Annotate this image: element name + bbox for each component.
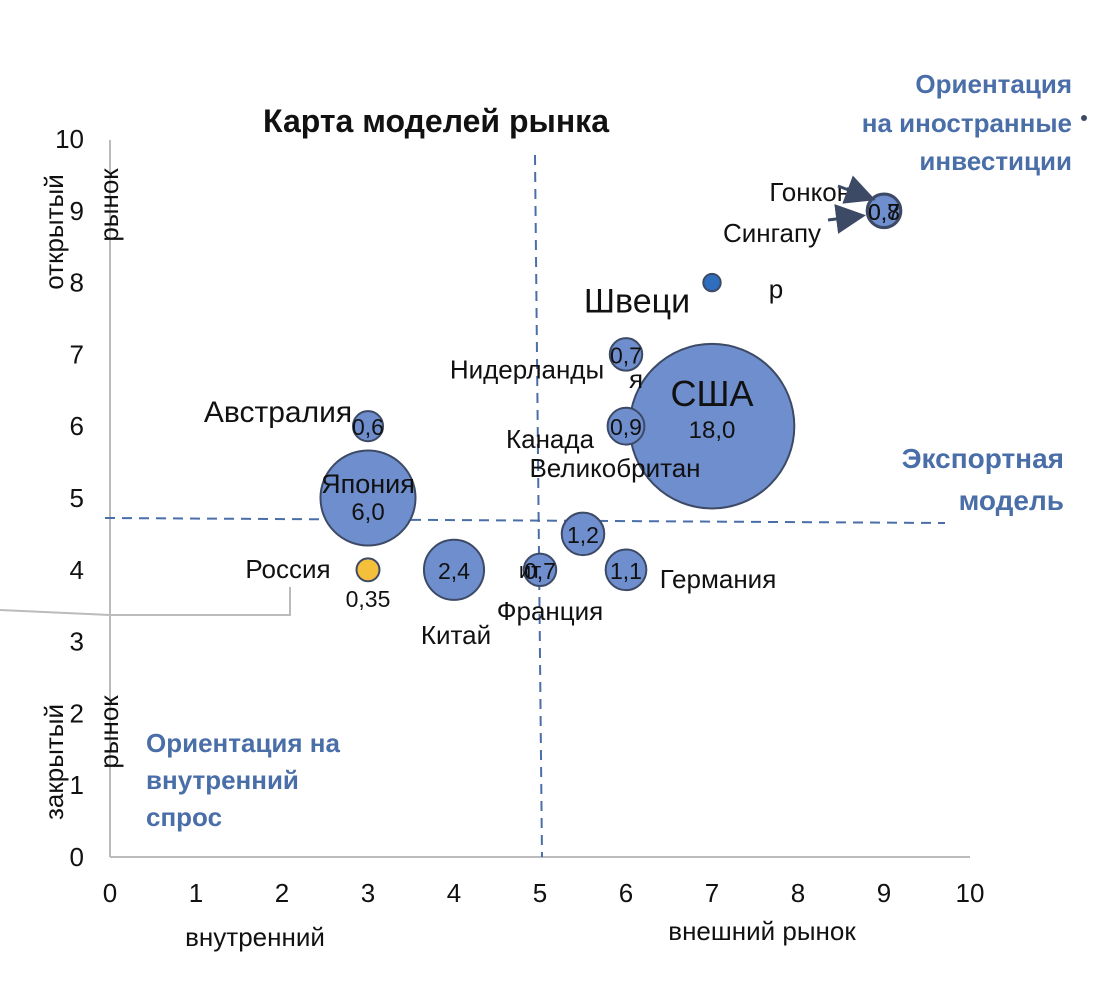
note-investment-2: на иностранные bbox=[862, 108, 1072, 138]
x-tick-label: 1 bbox=[189, 878, 203, 908]
y-tick-label: 5 bbox=[70, 483, 84, 513]
y-tick-label: 9 bbox=[70, 196, 84, 226]
stray-text: я bbox=[629, 364, 643, 394]
bubble-Австралия bbox=[351, 410, 385, 443]
value-label: 18,0 bbox=[689, 417, 736, 444]
y-label-bottom-1: закрытый bbox=[39, 704, 69, 820]
value-label: 0,7 bbox=[610, 342, 642, 368]
vertical-divider bbox=[534, 154, 543, 858]
country-label: Нидерланды bbox=[450, 354, 604, 384]
bubble-Швеци bbox=[702, 272, 722, 293]
note-investment-1: Ориентация bbox=[915, 69, 1072, 99]
bubble-Нидерланды bbox=[608, 337, 644, 372]
note-export-1: Экспортная bbox=[902, 443, 1064, 474]
x-tick-label: 3 bbox=[361, 878, 375, 908]
country-label: Россия bbox=[245, 554, 330, 584]
country-label: Швеци bbox=[584, 283, 690, 321]
x-tick-label: 0 bbox=[103, 878, 117, 908]
y-tick-label: 8 bbox=[70, 268, 84, 298]
singapore-arrow bbox=[827, 204, 866, 234]
x-tick-label: 7 bbox=[705, 878, 719, 908]
note-export-2: модель bbox=[959, 485, 1064, 516]
bubble-Франция bbox=[522, 552, 558, 588]
y-tick-label: 4 bbox=[70, 555, 84, 585]
x-tick-label: 4 bbox=[447, 878, 461, 908]
country-label: Гонконг bbox=[769, 177, 860, 207]
country-label: Великобритан bbox=[529, 453, 700, 483]
country-label: Франция bbox=[497, 596, 604, 626]
value-label: 6,0 bbox=[351, 499, 384, 526]
note-domestic-3: спрос bbox=[146, 802, 222, 832]
x-tick-label: 9 bbox=[877, 878, 891, 908]
x-axis-label-left: внутренний bbox=[185, 922, 325, 952]
bubble-Гонконг bbox=[866, 193, 902, 229]
x-tick-label: 5 bbox=[533, 878, 547, 908]
bubble-Германия bbox=[604, 548, 648, 592]
country-label: Китай bbox=[421, 620, 491, 650]
y-tick-label: 0 bbox=[70, 842, 84, 872]
connector-line bbox=[110, 587, 291, 616]
bubble-Россия bbox=[355, 557, 381, 583]
x-tick-label: 10 bbox=[956, 878, 985, 908]
country-label: США bbox=[670, 373, 753, 414]
y-tick-label: 1 bbox=[70, 770, 84, 800]
country-label: Австралия bbox=[204, 396, 352, 429]
bubble-Великобритан bbox=[560, 511, 606, 557]
horizontal-divider bbox=[104, 517, 946, 524]
country-label: Германия bbox=[660, 564, 777, 594]
bubble-Канада bbox=[606, 406, 646, 446]
chart-title: Карта моделей рынка bbox=[263, 103, 609, 139]
y-label-bottom-2: рынок bbox=[94, 695, 124, 769]
y-tick-label: 6 bbox=[70, 411, 84, 441]
note-domestic-1: Ориентация на bbox=[146, 728, 341, 758]
value-label: 0,7 bbox=[868, 199, 900, 225]
bubble-Япония bbox=[319, 449, 417, 547]
value-label: 0,7 bbox=[524, 558, 556, 584]
bubble-Китай bbox=[422, 538, 486, 601]
y-tick-label: 3 bbox=[70, 627, 84, 657]
stray-text: ит bbox=[519, 558, 541, 583]
y-tick-label: 2 bbox=[70, 698, 84, 728]
y-label-top-2: рынок bbox=[94, 168, 124, 242]
hongkong-arrow bbox=[837, 175, 876, 204]
value-label: 1,2 bbox=[567, 522, 599, 548]
x-tick-label: 6 bbox=[619, 878, 633, 908]
x-tick-label: 8 bbox=[791, 878, 805, 908]
country-label: Япония bbox=[321, 469, 415, 499]
note-bullet bbox=[1081, 115, 1087, 121]
country-label: Сингапу bbox=[723, 218, 821, 248]
value-label: 0,35 bbox=[346, 586, 391, 612]
y-label-top-1: открытый bbox=[39, 174, 69, 289]
note-investment-3: инвестиции bbox=[919, 146, 1072, 176]
value-label: 0,6 bbox=[352, 414, 384, 440]
y-tick-label: 7 bbox=[70, 339, 84, 369]
country-label: Канада bbox=[506, 424, 595, 454]
value-label: 2,4 bbox=[438, 558, 470, 584]
y-tick-label: 10 bbox=[55, 124, 84, 154]
note-domestic-2: внутренний bbox=[146, 765, 299, 795]
connector-line bbox=[0, 609, 111, 616]
x-axis-label-right: внешний рынок bbox=[668, 916, 856, 946]
stray-text: р bbox=[769, 274, 783, 304]
value-label: 0,9 bbox=[610, 414, 642, 440]
value-label: 1,1 bbox=[610, 558, 642, 584]
x-tick-label: 2 bbox=[275, 878, 289, 908]
